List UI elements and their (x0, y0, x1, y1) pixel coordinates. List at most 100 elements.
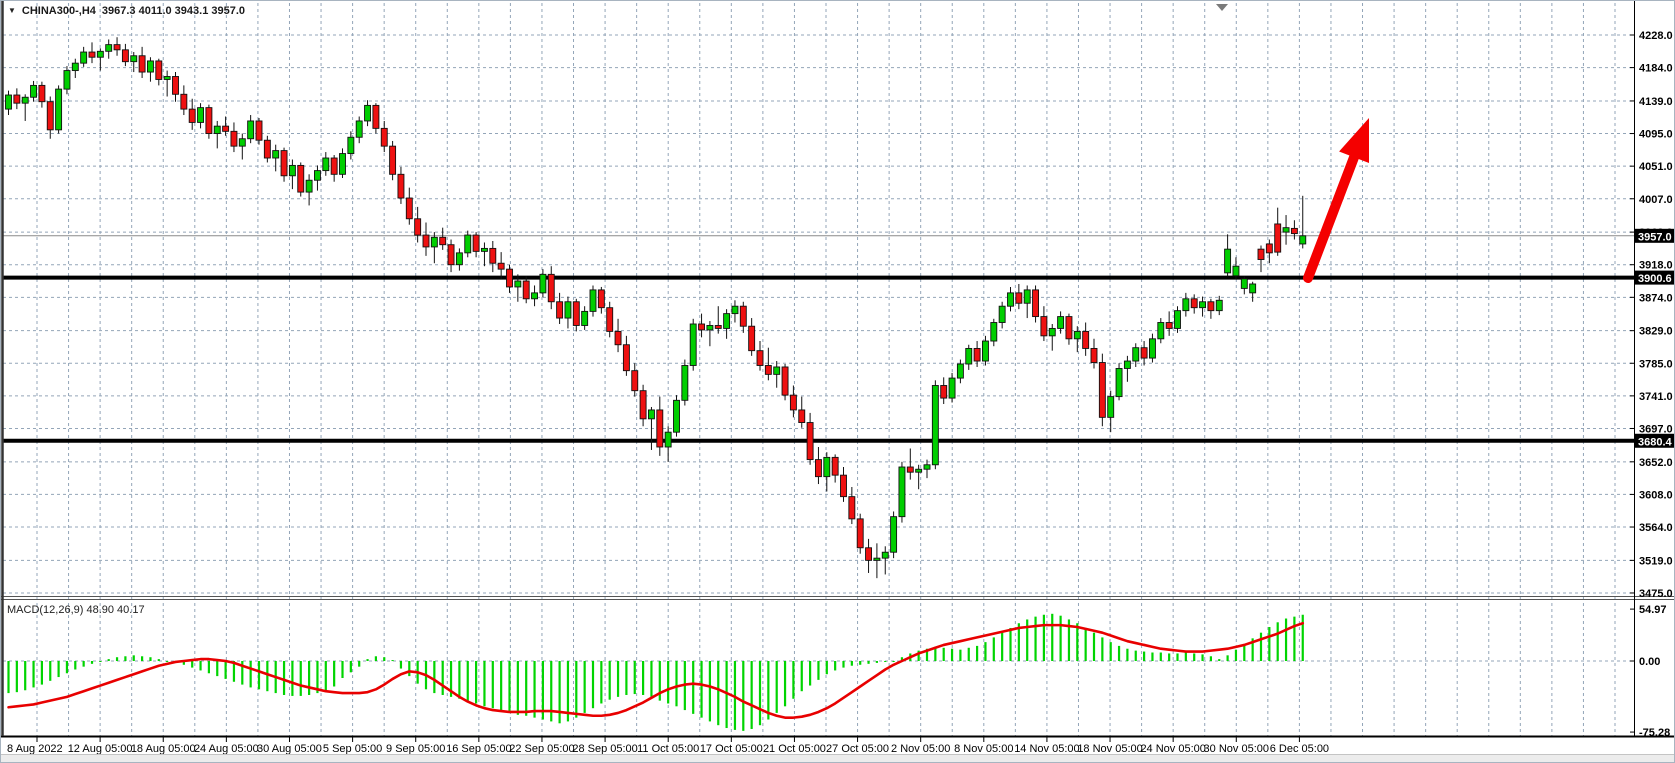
candle-bull (956, 363, 964, 379)
candle-bull (71, 62, 79, 72)
candle-bull (965, 347, 973, 365)
macd-histogram-bar (700, 661, 703, 718)
candle-bear (1032, 289, 1040, 318)
macd-histogram-bar (600, 661, 603, 704)
candle-bull (105, 44, 113, 52)
macd-histogram-bar (49, 661, 52, 681)
macd-signal-line (7, 621, 1305, 719)
candle-bull (1132, 347, 1140, 362)
macd-histogram-bar (892, 661, 895, 662)
macd-histogram-bar (1143, 651, 1146, 661)
candle-bull (915, 468, 923, 473)
candle-bear (113, 44, 121, 51)
candle-bear (856, 518, 864, 549)
candle-bull (288, 164, 296, 177)
candle-bear (255, 120, 263, 141)
candle-bull (1123, 360, 1131, 369)
symbol-dropdown-icon[interactable]: ▼ (8, 6, 16, 15)
macd-histogram-bar (408, 661, 411, 677)
chart-shift-marker-icon[interactable] (1216, 4, 1228, 11)
macd-histogram-bar (333, 661, 336, 687)
candle-bull (1215, 299, 1223, 312)
macd-histogram-bar (1168, 653, 1171, 661)
candle-bear (88, 51, 96, 58)
price-axis-label: 3874.0 (1639, 292, 1673, 304)
price-axis-label: 3564.0 (1639, 522, 1673, 534)
candle-bull (130, 55, 138, 63)
candle-bull (63, 70, 71, 90)
candle-bear (906, 466, 914, 473)
candle-bear (205, 107, 213, 135)
date-label: 21 Oct 05:00 (763, 743, 826, 755)
candle-bear (1257, 248, 1265, 260)
macd-histogram-bar (900, 657, 904, 661)
macd-histogram-bar (1176, 653, 1179, 661)
macd-histogram-bar (207, 661, 210, 674)
macd-histogram-bar (466, 661, 469, 701)
macd-histogram-bar (291, 661, 294, 696)
macd-histogram-bar (1193, 653, 1196, 661)
candle-bear (840, 474, 847, 498)
candle-bull (1007, 292, 1014, 307)
macd-label: MACD(12,26,9) 48.90 40.17 (7, 604, 145, 616)
macd-histogram-bar (1184, 652, 1187, 661)
macd-histogram-bar (976, 645, 979, 661)
macd-histogram-bar (166, 661, 169, 662)
candle-bull (347, 136, 355, 155)
macd-histogram-bar (224, 661, 227, 679)
macd-histogram-bar (500, 661, 503, 712)
macd-histogram-bar (491, 661, 494, 709)
candle-bull (322, 157, 330, 172)
candle-bull (673, 399, 680, 433)
macd-histogram-bar (82, 661, 85, 667)
price-axis-label: 4139.0 (1639, 96, 1673, 108)
candle-bull (1023, 289, 1031, 304)
candle-bear (748, 325, 756, 352)
candle-bull (1232, 265, 1240, 277)
macd-histogram-bar (583, 661, 586, 713)
macd-histogram-bar (867, 661, 870, 664)
candle-bull (238, 138, 246, 147)
price-axis-label: 3519.0 (1639, 555, 1673, 567)
candle-bear (1207, 301, 1215, 312)
date-label: 6 Dec 05:00 (1270, 743, 1329, 755)
candle-bear (831, 456, 839, 476)
macd-histogram-bar (1001, 632, 1004, 661)
trend-arrow-shaft[interactable] (1303, 152, 1360, 283)
price-badge-hline (1635, 270, 1674, 285)
candle-bear (506, 268, 513, 288)
macd-histogram-bar (433, 661, 436, 694)
candle-bear (263, 139, 271, 159)
macd-histogram-bar (633, 661, 636, 695)
macd-histogram-bar (508, 661, 511, 713)
macd-histogram-bar (107, 659, 110, 661)
macd-histogram-bar (575, 661, 578, 718)
candle-bear (597, 289, 605, 309)
macd-histogram-bar (1084, 627, 1087, 661)
candle-bull (1249, 283, 1257, 294)
candle-bull (30, 84, 37, 98)
candle-bull (1174, 310, 1181, 329)
macd-histogram-bar (65, 661, 69, 674)
macd-histogram-bar (24, 661, 27, 691)
date-label: 5 Sep 05:00 (323, 743, 382, 755)
candle-bull (481, 247, 488, 252)
candle-bear (631, 370, 639, 392)
macd-histogram-bar (1034, 616, 1037, 661)
price-axis-label: 3918.0 (1639, 260, 1673, 272)
date-label: 16 Sep 05:00 (446, 743, 511, 755)
macd-histogram-bar (249, 661, 252, 688)
price-axis-label: 4051.0 (1639, 161, 1673, 173)
macd-axis-label: 54.97 (1639, 604, 1667, 616)
macd-histogram-bar (742, 661, 745, 731)
candle-bear (1040, 316, 1048, 337)
macd-histogram-bar (925, 648, 929, 661)
macd-histogram-bar (483, 661, 486, 707)
macd-histogram-bar (15, 661, 18, 693)
trend-arrow-head[interactable] (1339, 118, 1369, 163)
candle-bear (380, 127, 388, 147)
macd-histogram-bar (74, 661, 77, 670)
macd-histogram-bar (658, 661, 661, 701)
macd-histogram-bar (934, 646, 937, 661)
